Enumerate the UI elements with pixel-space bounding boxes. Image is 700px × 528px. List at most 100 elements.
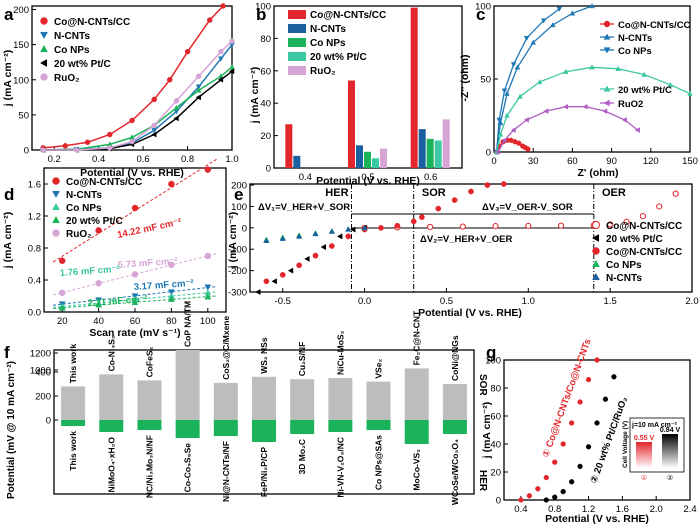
d-data-point [131, 271, 139, 278]
c-data-point [641, 71, 648, 77]
g-data-point [535, 486, 541, 492]
g-data-point [543, 497, 549, 503]
c-data-point [634, 127, 640, 133]
d-y-tick-label: 1.6 [28, 180, 41, 191]
c-data-point [602, 108, 608, 114]
e-data-point [378, 224, 384, 231]
a-data-point [184, 48, 191, 55]
b-legend-swatch [288, 24, 306, 33]
d-data-point [204, 284, 212, 291]
e-plot-frame [249, 183, 693, 293]
g-x-tick-label: 1.6 [616, 504, 629, 515]
a-data-point [151, 128, 158, 134]
a-data-point [173, 104, 180, 111]
f-bar-her [252, 420, 276, 442]
d-slope-annotation: 1.76 mF cm⁻² [59, 264, 120, 279]
c-data-point [667, 81, 674, 88]
e-data-point [435, 205, 442, 212]
g-y-axis-label: j (mA cm⁻²) [481, 402, 493, 460]
g-x-tick-label: 0.8 [548, 504, 561, 515]
d-data-point [95, 301, 103, 308]
a-y-tick-label: 0 [24, 146, 29, 157]
a-data-point [195, 87, 202, 93]
g-inset-bar [662, 434, 678, 468]
e-data-point [350, 226, 356, 233]
c-series-line [497, 106, 639, 153]
f-category-label: NC/Ni₃Mo₃N/NF [144, 435, 154, 498]
panel-c: 0 30 60 90 120 150 0 50 100 -Z'' (ohm) Z' (ohm) Co@… [459, 2, 698, 180]
f-top-label: WS₂ NSs [259, 337, 269, 374]
g-data-point [611, 374, 617, 380]
e-data-point [410, 218, 417, 225]
f-category-label: Ni-VN-V₂O₃/NC [335, 437, 345, 498]
e-data-point [263, 237, 270, 244]
b-legend-swatch [288, 52, 306, 61]
c-data-point [589, 64, 595, 70]
d-y-tick-label: 0.0 [28, 308, 41, 319]
e-data-point [500, 181, 507, 187]
e-x-tick-label: 0.5 [440, 296, 453, 307]
g-data-point [552, 494, 558, 500]
g-data-point [518, 497, 524, 503]
e-data-point [656, 203, 663, 210]
f-bar-sor [404, 368, 429, 420]
c-data-point [549, 22, 556, 28]
d-y-tick-label: 0.4 [28, 276, 41, 287]
a-x-tick-label: 0.6 [137, 154, 150, 165]
c-data-point [523, 35, 530, 42]
d-data-point [204, 166, 212, 173]
c-data-point [510, 127, 516, 133]
a-data-point [207, 17, 213, 23]
d-x-tick-label: 80 [166, 316, 177, 327]
g-series-label: ① Co@N-CNTs/Co@N-CNTs [540, 337, 593, 459]
d-data-point [95, 227, 102, 234]
a-data-point [129, 138, 135, 145]
e-x-tick-label: 1.5 [604, 296, 617, 307]
a-data-point [228, 68, 235, 75]
b-bar [426, 138, 434, 168]
d-x-tick-label: 20 [57, 316, 68, 327]
a-y-tick-label: 50 [18, 110, 29, 121]
f-category-label: WCoSe/WCo₃O₄ [450, 439, 460, 505]
c-data-point [562, 103, 569, 110]
g-x-tick-label: 2.0 [650, 504, 663, 515]
b-bar [410, 7, 418, 169]
c-y-tick-label: 0 [486, 148, 491, 159]
b-legend-swatch [288, 66, 306, 75]
b-legend-label: 20 wt% Pt/C [310, 52, 367, 63]
e-data-point [312, 252, 319, 259]
d-legend-label: 20 wt% Pt/C [66, 216, 123, 227]
a-data-point [173, 115, 179, 122]
panel-label-g: g [486, 343, 496, 362]
a-data-point [167, 77, 173, 83]
a-y-tick-label: 200 [13, 5, 29, 16]
d-slope-annotation: 14.22 mF cm⁻² [116, 217, 182, 241]
f-bar-her [61, 420, 86, 426]
c-legend-label: N-CNTs [618, 33, 652, 44]
e-data-point [328, 228, 335, 234]
f-top-label: NiCu-MoS₂ [335, 330, 345, 375]
c-x-axis-label: Z' (ohm) [578, 167, 619, 179]
e-y-axis-label: j (mA cm⁻²) [227, 212, 239, 270]
c-y-tick-label: 100 [475, 2, 491, 13]
f-bar-sor [328, 378, 353, 420]
f-bar-sor [442, 384, 467, 420]
c-legend-marker [603, 47, 611, 54]
panel-a: 0.2 0.4 0.6 0.8 1.0 0 50 100 150 200 j (mA cm⁻²) Po… [2, 3, 239, 179]
b-bar [380, 148, 387, 168]
b-y-tick-label: 60 [260, 66, 271, 77]
c-data-point [504, 90, 510, 96]
e-y-tick-label: -100 [228, 245, 247, 256]
c-data-point [501, 88, 508, 94]
e-data-point [419, 214, 425, 220]
b-x-tick-label: 0.4 [299, 172, 312, 183]
c-data-point [496, 117, 503, 123]
d-x-tick-label: 100 [200, 316, 216, 327]
f-side-label-sor: SOR [477, 374, 488, 396]
d-legend-marker [52, 177, 60, 185]
f-top-label: CoS₂@C/Mxene [221, 316, 231, 380]
f-bar-her [442, 420, 467, 434]
b-legend-swatch [288, 38, 306, 47]
b-bar [348, 80, 355, 168]
a-data-point [229, 38, 235, 44]
